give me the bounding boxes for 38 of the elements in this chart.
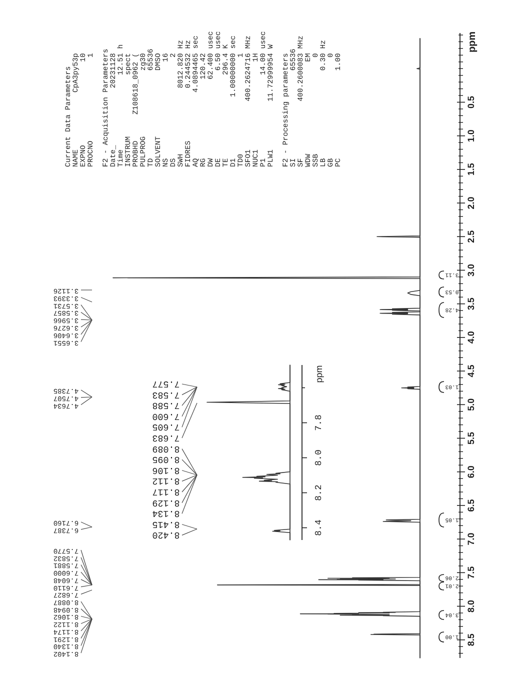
- annotation: 7.600: [152, 410, 180, 422]
- y-tick-label: 3.5: [466, 298, 476, 310]
- y-tick-label: 8.4: [314, 520, 324, 536]
- annotation: 8.420: [152, 530, 180, 541]
- y-tick-label: 0.5: [466, 96, 476, 108]
- annotation: 7.577: [152, 378, 180, 390]
- y-tick-label: 8.0: [314, 450, 324, 466]
- annotation: 8.089: [152, 443, 180, 454]
- y-tick-label: 5.0: [466, 398, 476, 411]
- annotation: 7.605: [152, 422, 180, 433]
- y-tick-label: 4.5: [466, 364, 476, 378]
- annotation: 8.112: [152, 476, 180, 487]
- y-tick-label: 5.5: [466, 432, 476, 444]
- y-axis-title: ppm: [314, 365, 324, 383]
- y-tick-label: 7.0: [466, 532, 476, 546]
- y-tick-label: 3.0: [466, 264, 476, 276]
- annotation: 7.588: [152, 400, 180, 412]
- y-tick-label: 2.5: [466, 230, 476, 243]
- y-tick-label: 7.8: [314, 414, 324, 431]
- y-axis-title: ppm: [467, 31, 478, 53]
- y-tick-label: 8.0: [466, 600, 476, 613]
- annotation: 8.129: [152, 497, 180, 508]
- y-tick-label: 4.0: [466, 331, 476, 344]
- annotation: 7.583: [152, 389, 180, 400]
- annotation: 8.106: [152, 464, 180, 476]
- y-tick-label: 6.0: [466, 466, 476, 478]
- y-tick-label: 1.0: [466, 130, 476, 142]
- annotation: 8.134: [152, 508, 180, 520]
- y-tick-label: 1.5: [466, 163, 476, 176]
- y-tick-label: 6.5: [466, 499, 476, 512]
- annotation: 8.415: [152, 518, 180, 530]
- y-tick-label: 8.5: [466, 634, 476, 646]
- y-tick-label: 8.2: [314, 484, 324, 501]
- y-tick-label: 2.0: [466, 196, 476, 210]
- annotation: 8.095: [152, 454, 180, 466]
- annotation: 7.683: [152, 432, 180, 444]
- y-tick-label: 7.5: [466, 566, 476, 579]
- annotation: 8.117: [152, 486, 180, 498]
